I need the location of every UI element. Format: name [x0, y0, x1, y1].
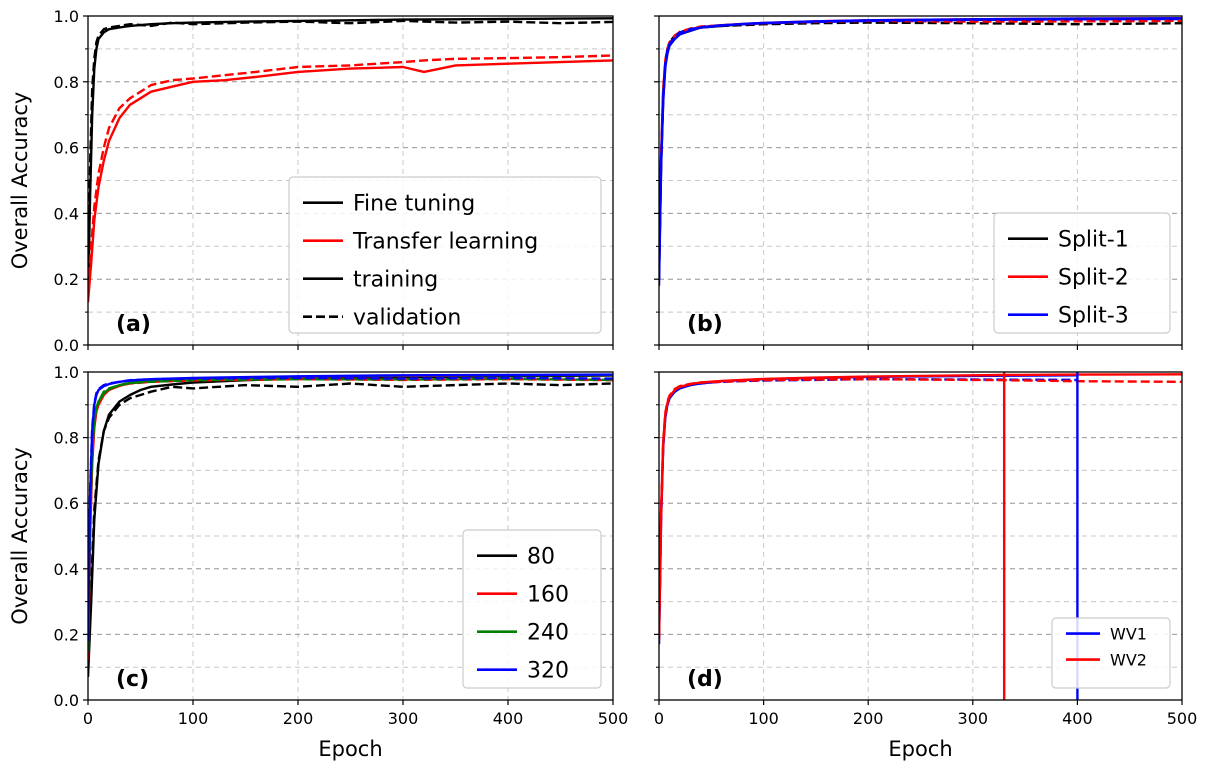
panel-label: (d) — [687, 667, 723, 692]
y-tick-label: 0.0 — [54, 691, 79, 710]
legend-box — [462, 529, 602, 689]
series-line-7 — [88, 376, 613, 635]
series-line-2 — [88, 59, 613, 303]
legend: Split-1 Split-2 Split-3 — [993, 212, 1171, 334]
legend-label: Fine tuning — [353, 192, 475, 217]
x-tick-label: 400 — [493, 709, 524, 728]
x-axis-title: Epoch — [888, 737, 952, 761]
legend-label: 320 — [527, 659, 569, 684]
series-group — [659, 372, 1182, 700]
series-line-1 — [88, 19, 613, 280]
legend-box — [288, 176, 602, 334]
y-tick-label: 0.4 — [54, 204, 79, 223]
series-line-0 — [88, 17, 613, 299]
legend-label: 80 — [527, 545, 555, 570]
legend-label: Split-3 — [1058, 304, 1129, 329]
y-tick-label: 1.0 — [54, 7, 79, 26]
legend-label: training — [353, 268, 438, 293]
x-tick-label: 400 — [1062, 709, 1093, 728]
x-tick-label: 500 — [1167, 709, 1198, 728]
y-tick-label: 0.6 — [54, 139, 79, 158]
series-line-1 — [88, 382, 613, 668]
grid — [88, 372, 613, 700]
panel-label: (c) — [116, 667, 149, 692]
legend-label: Split-1 — [1058, 228, 1129, 253]
series-group — [88, 17, 613, 303]
panel-label: (a) — [116, 312, 151, 337]
y-axis-title: Overall Accuracy — [8, 92, 32, 270]
panel-c: 0.0 0.2 0.4 0.6 0.8 1.0 0 100 200 300 400 500 Overal… — [8, 363, 628, 761]
x-tick-label: 100 — [178, 709, 209, 728]
series-line-2 — [659, 373, 1182, 642]
y-tick-label: 0.4 — [54, 560, 79, 579]
legend-label: validation — [353, 306, 461, 331]
legend-label: Transfer learning — [352, 230, 538, 255]
legend-label: WV1 — [1110, 624, 1147, 643]
legend: Fine tuning Transfer learning training vali… — [288, 176, 602, 334]
series-line-3 — [659, 378, 1182, 635]
x-tick-label: 100 — [748, 709, 779, 728]
x-tick-label: 0 — [83, 709, 93, 728]
series-group — [88, 373, 613, 678]
x-tick-label: 200 — [283, 709, 314, 728]
legend-label: 160 — [527, 583, 569, 608]
y-tick-label: 0.2 — [54, 270, 79, 289]
y-tick-label: 0.8 — [54, 73, 79, 92]
x-tick-label: 500 — [598, 709, 629, 728]
y-tick-label: 0.6 — [54, 494, 79, 513]
y-tick-label: 0.0 — [54, 336, 79, 355]
y-axis-title: Overall Accuracy — [8, 447, 32, 625]
legend-label: Split-2 — [1058, 266, 1129, 291]
series-line-5 — [659, 17, 1182, 280]
legend-label: WV2 — [1110, 650, 1147, 669]
legend-box — [993, 212, 1171, 334]
x-axis-title: Epoch — [318, 737, 382, 761]
x-tick-label: 200 — [853, 709, 884, 728]
x-tick-label: 0 — [654, 709, 664, 728]
series-line-3 — [88, 54, 613, 290]
panel-a: 0.0 0.2 0.4 0.6 0.8 1.0 Overall Accuracy (a) Fin… — [8, 7, 614, 355]
y-tick-label: 0.8 — [54, 429, 79, 448]
x-tick-label: 300 — [388, 709, 419, 728]
series-group — [659, 17, 1182, 286]
legend-box — [1051, 617, 1171, 689]
x-tick-label: 300 — [958, 709, 989, 728]
legend-label: 240 — [527, 621, 569, 646]
y-tick-label: 0.2 — [54, 625, 79, 644]
legend: 80 160 240 320 — [462, 529, 602, 689]
panel-b: (b) Split-1 Split-2 Split-3 — [654, 15, 1183, 350]
y-tick-label: 1.0 — [54, 363, 79, 382]
panel-label: (b) — [687, 312, 723, 337]
